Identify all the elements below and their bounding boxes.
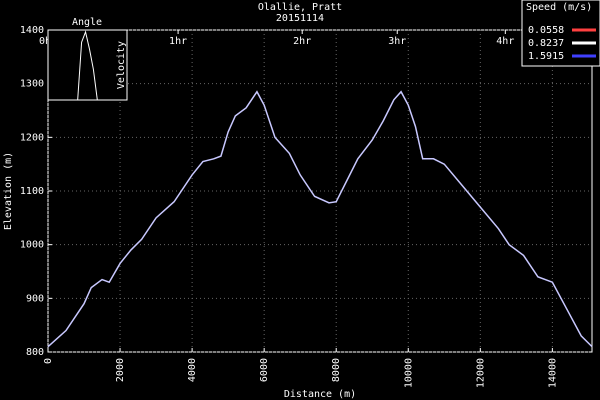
x2-tick-label: 3hr <box>388 36 406 47</box>
legend-label: 0.8237 <box>528 38 564 49</box>
y-tick-label: 900 <box>26 293 44 304</box>
inset-title: Angle <box>72 17 102 28</box>
y-tick-label: 1300 <box>20 79 44 90</box>
elevation-line <box>47 90 593 348</box>
x2-tick-label: 1hr <box>169 36 187 47</box>
y-tick-label: 1100 <box>20 186 44 197</box>
x-axis-label: Distance (m) <box>284 389 356 400</box>
x2-tick-label: 2hr <box>293 36 311 47</box>
x2-tick-label: 4hr <box>496 36 514 47</box>
y-tick-label: 1000 <box>20 240 44 251</box>
x-tick-label: 14000 <box>547 358 558 388</box>
x-tick-label: 4000 <box>187 358 198 382</box>
chart-subtitle: 20151114 <box>276 13 324 24</box>
y-tick-label: 1400 <box>20 25 44 36</box>
y-tick-label: 800 <box>26 347 44 358</box>
y-axis-label: Elevation (m) <box>3 152 14 230</box>
x-tick-label: 0 <box>43 358 54 364</box>
y-tick-label: 1200 <box>20 132 44 143</box>
legend-label: 0.0558 <box>528 25 564 36</box>
x-tick-label: 12000 <box>475 358 486 388</box>
x-tick-label: 10000 <box>403 358 414 388</box>
legend-label: 1.5915 <box>528 51 564 62</box>
x-tick-label: 6000 <box>259 358 270 382</box>
legend-title: Speed (m/s) <box>526 2 592 13</box>
x-tick-label: 8000 <box>331 358 342 382</box>
chart-title: Olallie, Pratt <box>258 2 342 13</box>
inset-y-label: Velocity <box>116 41 127 89</box>
x-tick-label: 2000 <box>115 358 126 382</box>
inset-line <box>58 30 117 101</box>
